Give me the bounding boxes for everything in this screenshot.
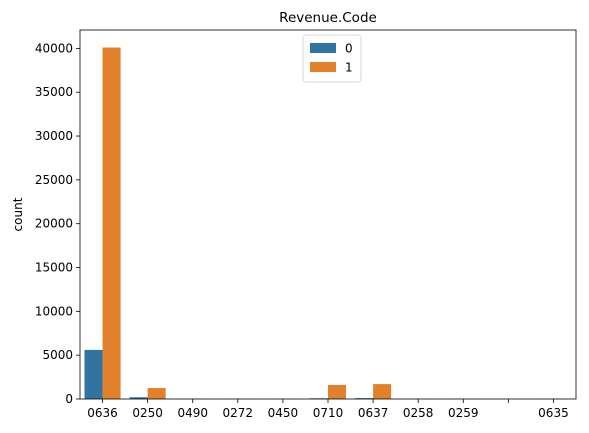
y-tick-label: 25000 xyxy=(35,173,73,187)
y-tick-label: 35000 xyxy=(35,85,73,99)
bar-series-0-1 xyxy=(84,349,103,399)
x-tick-label: 0258 xyxy=(403,406,434,420)
y-tick-label: 10000 xyxy=(35,304,73,318)
x-tick-label: 0636 xyxy=(87,406,118,420)
legend-label-0: 0 xyxy=(345,42,353,56)
bar-series-1-1 xyxy=(102,47,121,399)
legend: 01 xyxy=(302,34,362,83)
axes-frame xyxy=(79,29,577,400)
legend-swatch-1 xyxy=(310,62,336,72)
y-tick-label: 20000 xyxy=(35,217,73,231)
legend-label-1: 1 xyxy=(345,61,353,75)
x-tick-label: 0450 xyxy=(268,406,299,420)
chart-title: Revenue.Code xyxy=(279,10,377,26)
bar-series-1-2 xyxy=(147,388,166,399)
x-tick-label: 0635 xyxy=(538,406,569,420)
bars-group xyxy=(84,47,572,399)
bar-series-0-2 xyxy=(129,397,148,399)
y-tick-label: 30000 xyxy=(35,129,73,143)
x-tick-label: 0250 xyxy=(132,406,163,420)
y-tick-label: 0 xyxy=(65,392,73,406)
y-tick-label: 40000 xyxy=(35,41,73,55)
legend-swatch-0 xyxy=(310,43,336,53)
y-tick-label: 15000 xyxy=(35,261,73,275)
bar-series-1-7 xyxy=(373,384,392,399)
y-tick-label: 5000 xyxy=(42,348,73,362)
x-axis: 0636 0250 0490 0272 0450 0710 0637 0258 0259 0635 xyxy=(87,399,569,420)
bar-series-1-6 xyxy=(328,384,347,399)
x-tick-label: 0272 xyxy=(223,406,254,420)
x-tick-label: 0637 xyxy=(358,406,389,420)
x-tick-label: 0710 xyxy=(313,406,344,420)
x-tick-label: 0490 xyxy=(177,406,208,420)
x-tick-label: 0259 xyxy=(448,406,479,420)
y-axis-label: count xyxy=(11,197,25,231)
y-axis: 0 5000 10000 15000 20000 25000 30000 35000 40000 xyxy=(35,41,80,406)
bar-series-0-7 xyxy=(355,398,374,399)
